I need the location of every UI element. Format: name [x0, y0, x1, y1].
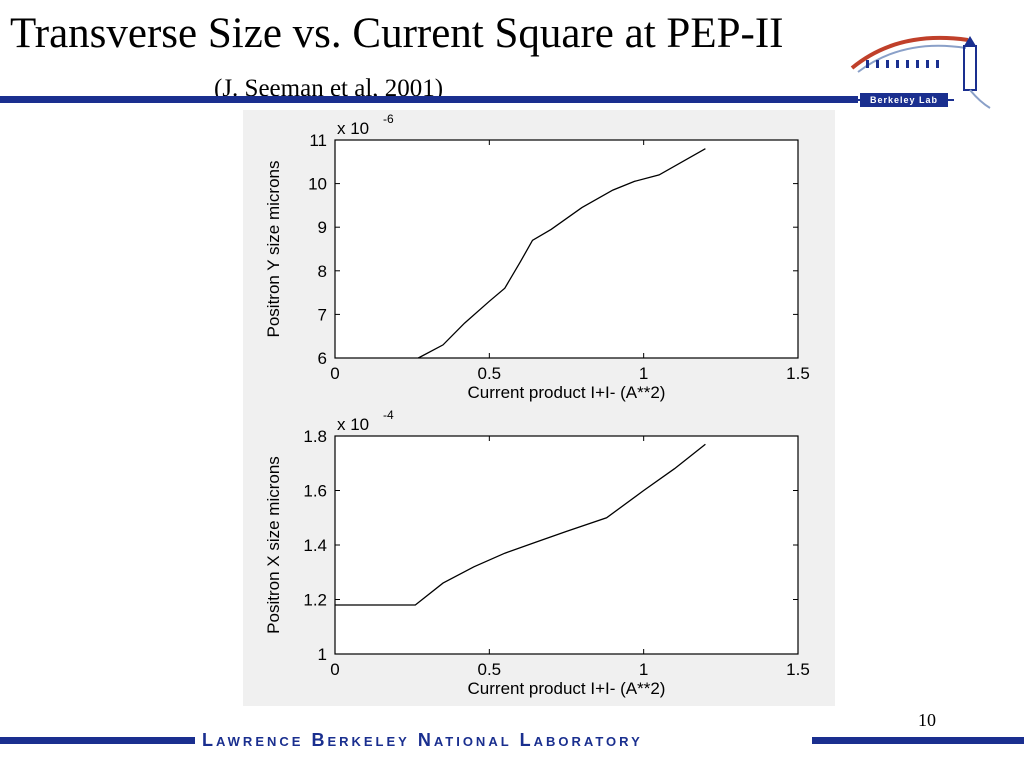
logo-text: Berkeley Lab: [860, 93, 948, 107]
y-tick-label: 7: [318, 305, 327, 324]
plot-area: [334, 435, 799, 655]
axis-multiplier: x 10: [337, 119, 369, 138]
page-number: 10: [918, 710, 936, 730]
header-rule: [0, 96, 858, 103]
y-tick-label: 1: [318, 645, 327, 664]
y-tick-label: 1.6: [303, 482, 327, 501]
axis-multiplier-exponent: -4: [383, 408, 394, 422]
y-tick-label: 6: [318, 349, 327, 368]
slide-title: Transverse Size vs. Current Square at PE…: [10, 10, 784, 57]
x-tick-label: 0: [330, 364, 339, 383]
axis-multiplier-exponent: -6: [383, 112, 394, 126]
x-tick-label: 1: [639, 660, 648, 679]
series-line: [417, 148, 706, 359]
y-tick-label: 8: [318, 262, 327, 281]
y-tick-label: 1.2: [303, 591, 327, 610]
x-tick-label: 0.5: [478, 364, 502, 383]
footer-text: Lawrence Berkeley National Laboratory: [202, 730, 643, 750]
y-tick-label: 1.8: [303, 427, 327, 446]
y-axis-label: Positron X size microns: [264, 456, 283, 634]
y-tick-label: 1.4: [303, 536, 327, 555]
figure-panel: 0 0.5 1 1.5 6 7 8 9 10 11 x 10 -6 Current product I+…: [243, 110, 835, 706]
series-line: [335, 443, 706, 606]
footer-rule-right: [812, 737, 1024, 744]
y-tick-label: 11: [309, 131, 327, 150]
x-tick-label: 0.5: [478, 660, 502, 679]
x-tick-label: 0: [330, 660, 339, 679]
x-tick-label: 1.5: [786, 364, 810, 383]
footer-rule-left: [0, 737, 195, 744]
x-axis-label: Current product I+I- (A**2): [468, 679, 666, 698]
x-axis-label: Current product I+I- (A**2): [468, 383, 666, 402]
y-tick-label: 10: [308, 175, 327, 194]
berkeley-lab-logo-icon: [850, 36, 991, 109]
x-tick-label: 1.5: [786, 660, 810, 679]
x-tick-label: 1: [639, 364, 648, 383]
plot-area: [334, 139, 799, 359]
y-tick-label: 9: [318, 218, 327, 237]
y-axis-label: Positron Y size microns: [264, 161, 283, 338]
axis-multiplier: x 10: [337, 415, 369, 434]
